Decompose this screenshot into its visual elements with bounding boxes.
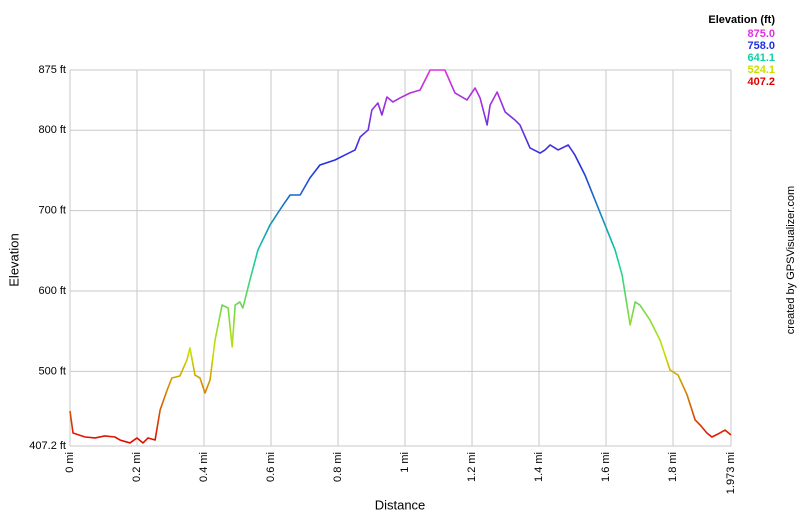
x-tick-label: 0.8 mi <box>332 452 344 482</box>
elevation-line <box>69 69 732 444</box>
x-tick-label: 1.4 mi <box>533 452 545 482</box>
y-tick-label: 500 ft <box>38 365 66 377</box>
x-tick-label: 1.8 mi <box>667 452 679 482</box>
x-tick-label: 0 mi <box>64 452 76 473</box>
y-tick-label: 700 ft <box>38 205 66 217</box>
y-tick-label: 407.2 ft <box>29 440 66 452</box>
credit: created by GPSVisualizer.com <box>785 186 797 334</box>
legend-value: 875.0 <box>747 28 775 40</box>
legend-value: 641.1 <box>747 52 775 64</box>
x-tick-label: 0.2 mi <box>131 452 143 482</box>
x-tick-label: 1.973 mi <box>725 452 737 494</box>
y-tick-label: 800 ft <box>38 124 66 136</box>
x-tick-label: 1.6 mi <box>600 452 612 482</box>
x-tick-label: 0.6 mi <box>265 452 277 482</box>
legend-value: 407.2 <box>747 76 775 88</box>
x-tick-label: 1 mi <box>399 452 411 473</box>
y-axis-label: Elevation <box>6 233 21 286</box>
x-axis-label: Distance <box>375 497 426 512</box>
y-tick-label: 875 ft <box>38 64 66 76</box>
legend-value: 758.0 <box>747 40 775 52</box>
x-tick-label: 1.2 mi <box>466 452 478 482</box>
x-tick-label: 0.4 mi <box>198 452 210 482</box>
legend-value: 524.1 <box>747 64 775 76</box>
y-tick-label: 600 ft <box>38 285 66 297</box>
legend-title: Elevation (ft) <box>708 14 775 26</box>
